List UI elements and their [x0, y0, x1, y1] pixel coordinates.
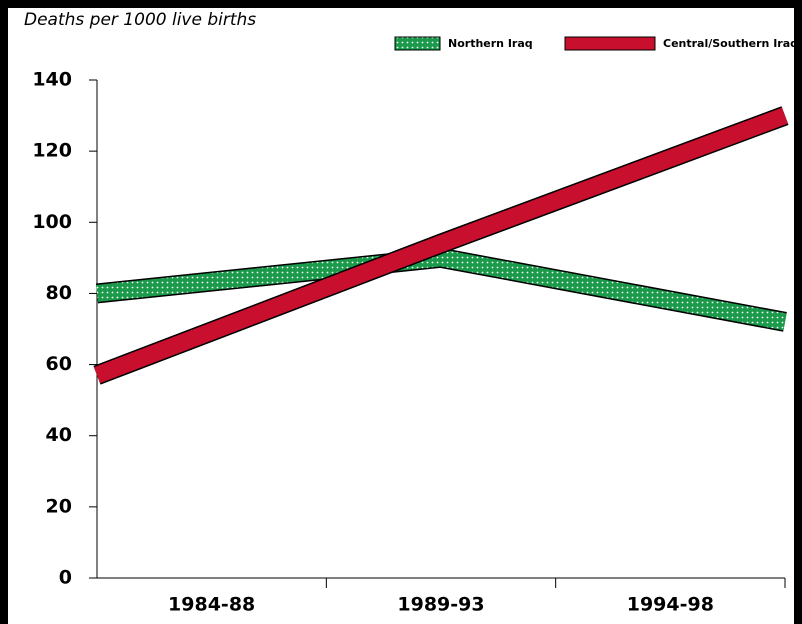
line: [93, 107, 788, 384]
y-tick-label: 40: [46, 424, 72, 446]
y-tick-label: 120: [32, 140, 72, 162]
x-tick-label: 1994-98: [627, 594, 714, 616]
y-tick-label: 140: [32, 69, 72, 91]
legend-label: Northern Iraq: [448, 37, 533, 50]
y-tick-label: 80: [46, 282, 72, 304]
x-tick-label: 1989-93: [397, 594, 484, 616]
chart-background: [8, 8, 794, 624]
y-tick-label: 20: [46, 495, 72, 517]
legend-label: Central/Southern Iraq: [663, 37, 798, 50]
legend-swatch: [394, 36, 441, 51]
legend-swatch: [564, 36, 656, 51]
y-tick-label: 100: [32, 211, 72, 233]
x-tick-label: 1984-88: [168, 594, 255, 616]
y-tick-label: 0: [59, 567, 72, 589]
y-tick-label: 60: [46, 353, 72, 375]
line: [96, 249, 787, 331]
axis-label: Deaths per 1000 live births: [24, 10, 256, 30]
